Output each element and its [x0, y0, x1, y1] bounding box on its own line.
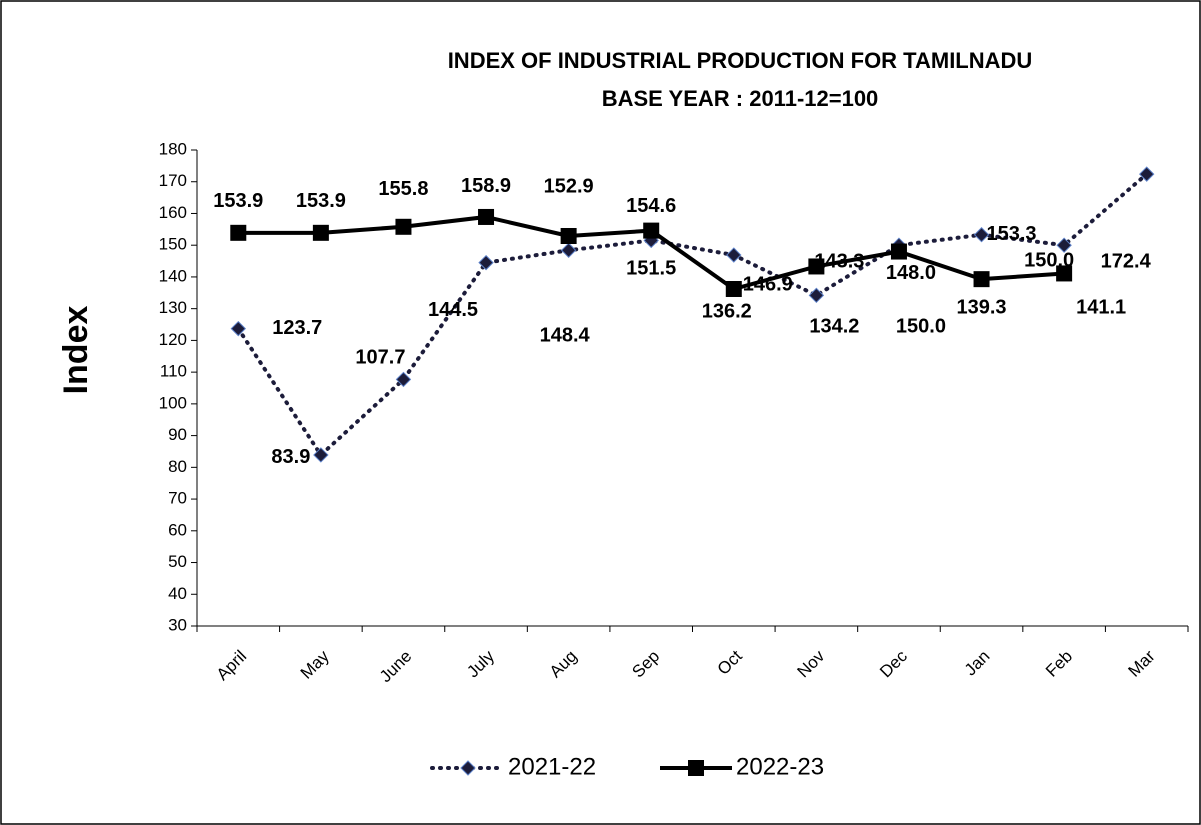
data-label: 134.2: [809, 316, 859, 338]
y-tick-label: 110: [160, 362, 187, 381]
data-label: 153.9: [213, 190, 263, 212]
chart-title: INDEX OF INDUSTRIAL PRODUCTION FOR TAMIL…: [448, 48, 1033, 73]
data-point: [808, 258, 825, 275]
data-label: 139.3: [957, 296, 1007, 318]
y-tick-label: 40: [168, 584, 187, 603]
data-label: 151.5: [626, 258, 676, 280]
data-label: 148.0: [886, 262, 936, 284]
data-label: 141.1: [1076, 297, 1126, 319]
y-tick-label: 180: [159, 139, 187, 158]
data-label: 152.9: [544, 175, 594, 197]
data-label: 107.7: [355, 347, 405, 369]
data-label: 148.4: [540, 325, 591, 347]
data-point: [1139, 166, 1155, 182]
y-tick-label: 130: [159, 298, 187, 317]
y-tick-label: 50: [168, 552, 187, 571]
chart-subtitle: BASE YEAR : 2011-12=100: [602, 86, 879, 111]
data-point: [808, 287, 825, 304]
y-tick-label: 90: [168, 425, 187, 444]
data-point: [230, 320, 246, 337]
data-point: [973, 227, 990, 243]
data-label: 172.4: [1101, 250, 1152, 272]
legend-marker: [460, 760, 476, 776]
y-tick-label: 120: [159, 330, 187, 349]
data-point: [478, 254, 494, 271]
data-label: 154.6: [626, 195, 676, 217]
y-tick-label: 150: [159, 235, 187, 254]
data-point: [395, 371, 412, 388]
data-point: [312, 224, 329, 241]
data-point: [560, 242, 577, 258]
y-axis-label: Index: [57, 306, 95, 395]
data-point: [725, 280, 742, 297]
data-point: [230, 224, 247, 241]
data-point: [973, 271, 990, 288]
data-label: 144.5: [428, 299, 478, 321]
legend-label: 2022-23: [736, 753, 824, 780]
data-point: [395, 218, 412, 235]
data-point: [313, 447, 329, 463]
data-label: 136.2: [702, 300, 752, 322]
data-point: [726, 247, 742, 263]
series-line: [236, 172, 1149, 459]
y-tick-label: 80: [168, 457, 187, 476]
y-tick-label: 140: [159, 266, 187, 285]
data-label: 150.0: [896, 315, 946, 337]
y-tick-label: 60: [168, 520, 187, 539]
data-point: [560, 227, 577, 244]
data-point: [478, 208, 495, 225]
data-label: 143.3: [814, 251, 864, 273]
legend-label: 2021-22: [508, 753, 596, 780]
data-label: 153.3: [987, 223, 1037, 245]
legend-marker: [688, 760, 704, 776]
data-label: 155.8: [378, 178, 428, 200]
y-tick-label: 100: [159, 393, 187, 412]
data-label: 158.9: [461, 175, 511, 197]
y-tick-label: 170: [159, 171, 187, 190]
y-tick-label: 30: [168, 615, 187, 634]
y-tick-label: 70: [168, 489, 187, 508]
data-label: 146.9: [743, 273, 793, 295]
data-label: 123.7: [272, 317, 322, 339]
data-point: [643, 222, 660, 239]
data-label: 153.9: [296, 190, 346, 212]
data-label: 83.9: [271, 446, 310, 468]
data-point: [890, 243, 907, 260]
data-point: [1056, 265, 1073, 282]
y-tick-label: 160: [159, 203, 187, 222]
data-point: [1056, 237, 1072, 253]
